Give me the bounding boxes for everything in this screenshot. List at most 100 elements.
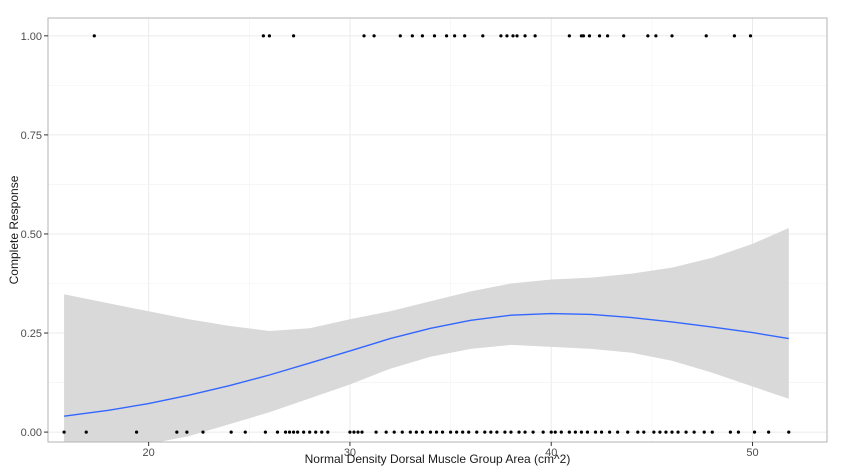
data-point-y0 [509, 430, 513, 434]
data-point-y1 [463, 34, 467, 38]
data-point-y0 [84, 430, 88, 434]
y-tick-label: 0.00 [21, 427, 42, 439]
data-point-y0 [531, 430, 535, 434]
data-point-y0 [692, 430, 696, 434]
data-point-y1 [372, 34, 376, 38]
data-point-y0 [360, 430, 364, 434]
data-point-y0 [599, 430, 604, 434]
data-point-y0 [467, 430, 471, 434]
y-tick-label: 0.25 [21, 328, 42, 340]
data-point-y0 [567, 430, 571, 434]
data-point-y0 [384, 430, 388, 434]
data-point-y1 [704, 34, 708, 38]
data-point-y1 [291, 34, 296, 38]
data-point-y1 [410, 34, 414, 38]
data-point-y1 [453, 34, 457, 38]
data-point-y0 [374, 430, 378, 434]
data-point-y0 [229, 430, 233, 434]
data-point-y1 [533, 34, 537, 38]
data-point-y0 [283, 430, 288, 434]
data-point-y0 [356, 430, 360, 434]
data-point-y0 [440, 430, 445, 434]
data-point-y1 [481, 34, 485, 38]
data-point-y0 [185, 430, 189, 434]
data-point-y0 [62, 430, 66, 434]
x-axis-title: Normal Density Dorsal Muscle Group Area … [305, 452, 571, 466]
data-point-y0 [608, 430, 612, 434]
y-axis-ticks: 0.00 0.25 0.50 0.75 1.00 [21, 31, 48, 439]
data-point-y0 [483, 430, 487, 434]
data-point-y0 [302, 430, 306, 434]
data-point-y0 [175, 430, 179, 434]
y-tick-label: 0.50 [21, 229, 42, 241]
data-point-y0 [314, 430, 318, 434]
data-point-y0 [455, 430, 459, 434]
data-point-y0 [517, 430, 521, 434]
data-point-y0 [684, 430, 688, 434]
data-point-y0 [541, 430, 545, 434]
data-point-y1 [567, 34, 571, 38]
data-point-y0 [243, 430, 247, 434]
data-point-y0 [414, 430, 418, 434]
data-point-y0 [676, 430, 680, 434]
data-point-y0 [287, 430, 292, 434]
data-point-y0 [752, 430, 757, 434]
data-point-y1 [267, 34, 272, 38]
data-point-y1 [622, 34, 626, 38]
data-point-y1 [398, 34, 402, 38]
data-point-y0 [523, 430, 527, 434]
data-point-y1 [505, 34, 509, 38]
data-points [62, 34, 791, 434]
y-tick-label: 1.00 [21, 31, 42, 43]
data-point-y0 [579, 430, 584, 434]
data-point-y1 [581, 34, 586, 38]
data-point-y0 [642, 430, 646, 434]
data-point-y0 [134, 430, 139, 434]
smooth-fit-line [64, 312, 789, 417]
data-point-y0 [736, 430, 741, 434]
data-point-y1 [654, 34, 658, 38]
data-point-y0 [420, 430, 425, 434]
data-point-y1 [420, 34, 425, 38]
data-point-y0 [585, 430, 590, 434]
data-point-y1 [499, 34, 503, 38]
data-point-y0 [549, 430, 553, 434]
x-tick-label: 20 [143, 447, 155, 459]
data-point-y0 [503, 430, 507, 434]
data-point-y0 [352, 430, 356, 434]
data-point-y1 [523, 34, 527, 38]
data-point-y1 [362, 34, 366, 38]
data-point-y0 [461, 430, 465, 434]
data-point-y0 [392, 430, 396, 434]
data-point-y1 [748, 34, 753, 38]
data-point-y0 [326, 430, 330, 434]
data-point-y0 [593, 430, 598, 434]
x-axis-ticks: 20 30 40 50 [143, 442, 759, 459]
x-tick-label: 50 [746, 447, 758, 459]
panel-border [47, 17, 828, 443]
data-point-y0 [670, 430, 674, 434]
data-point-y1 [92, 34, 96, 38]
data-point-y1 [511, 34, 515, 38]
data-point-y0 [475, 430, 479, 434]
data-point-y0 [400, 430, 404, 434]
data-point-y0 [408, 430, 412, 434]
data-point-y1 [646, 34, 650, 38]
data-point-y0 [291, 430, 296, 434]
data-point-y1 [515, 34, 519, 38]
data-point-y0 [702, 430, 706, 434]
y-tick-label: 0.75 [21, 130, 42, 142]
data-point-y0 [636, 430, 640, 434]
data-point-y0 [616, 430, 620, 434]
data-point-y0 [495, 430, 499, 434]
data-point-y0 [658, 430, 662, 434]
data-point-y0 [348, 430, 352, 434]
confidence-ribbon [64, 228, 789, 442]
data-point-y0 [626, 430, 630, 434]
data-point-y1 [432, 34, 437, 38]
x-tick-label: 40 [545, 447, 557, 459]
data-point-y0 [664, 430, 668, 434]
data-point-y0 [710, 430, 714, 434]
data-point-y0 [263, 430, 267, 434]
